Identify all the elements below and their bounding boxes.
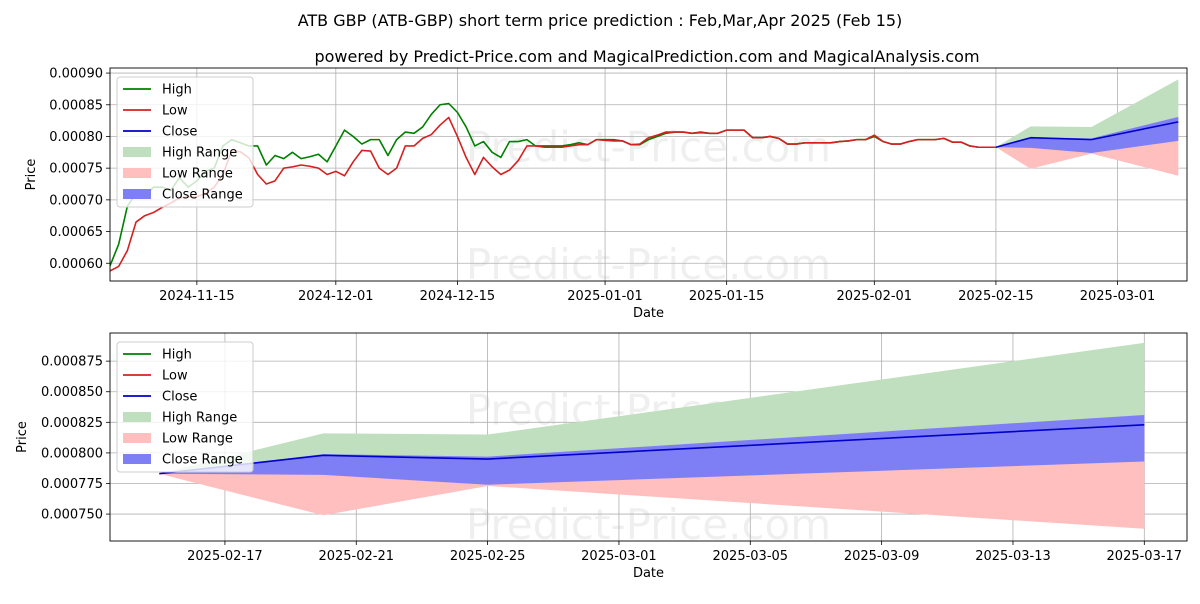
x-axis-label: Date (633, 566, 664, 581)
prediction-chart-figure: ATB GBP (ATB-GBP) short term price predi… (0, 0, 1200, 600)
x-tick-label: 2025-03-01 (1080, 289, 1156, 304)
x-tick-label: 2025-03-09 (844, 549, 920, 564)
y-axis-label: Price (15, 421, 30, 453)
y-tick-label: 0.00075 (49, 162, 103, 177)
legend-label: Low Range (162, 167, 233, 182)
y-tick-label: 0.000750 (41, 508, 103, 523)
bottom-panel: Predict-Price.comPredict-Price.com0.0007… (15, 333, 1187, 581)
legend-label: Close Range (162, 188, 243, 203)
y-tick-label: 0.00080 (49, 130, 103, 145)
x-tick-label: 2025-03-13 (975, 549, 1051, 564)
legend-label: Close (162, 390, 197, 405)
x-axis-label: Date (633, 306, 664, 321)
x-tick-label: 2025-03-01 (581, 549, 657, 564)
legend-label: Low (162, 104, 188, 119)
legend-label: Close (162, 125, 197, 140)
y-tick-label: 0.00070 (49, 193, 103, 208)
legend-label: Close Range (162, 453, 243, 468)
x-tick-label: 2024-12-01 (298, 289, 374, 304)
legend-label: High Range (162, 411, 237, 426)
low-range-legend-swatch (123, 433, 151, 443)
x-tick-label: 2025-01-01 (567, 289, 643, 304)
legend-label: High Range (162, 146, 237, 161)
y-tick-label: 0.00060 (49, 257, 103, 272)
legend-label: Low (162, 369, 188, 384)
x-tick-label: 2025-02-15 (958, 289, 1034, 304)
chart-title: ATB GBP (ATB-GBP) short term price predi… (298, 11, 903, 30)
legend-label: High (162, 83, 192, 98)
y-tick-label: 0.00085 (49, 98, 103, 113)
low-range-legend-swatch (123, 168, 151, 178)
high-range-legend-swatch (123, 412, 151, 422)
x-tick-label: 2024-11-15 (159, 289, 235, 304)
x-tick-label: 2025-02-01 (837, 289, 913, 304)
watermark-text: Predict-Price.com (466, 240, 831, 289)
watermark-text: Predict-Price.com (466, 123, 831, 172)
x-tick-label: 2025-02-25 (450, 549, 526, 564)
legend-label: High (162, 348, 192, 363)
y-tick-label: 0.000775 (41, 477, 103, 492)
top-panel: Predict-Price.com Predict-Price.com 0.0006… (24, 67, 1200, 321)
y-tick-label: 0.000875 (41, 355, 103, 370)
y-axis-label: Price (24, 159, 39, 191)
y-tick-label: 0.000800 (41, 446, 103, 461)
x-tick-label: 2025-02-21 (318, 549, 394, 564)
y-tick-label: 0.000825 (41, 416, 103, 431)
y-tick-label: 0.00065 (49, 225, 103, 240)
x-tick-label: 2025-03-05 (713, 549, 789, 564)
high-range-legend-swatch (123, 147, 151, 157)
y-tick-label: 0.000850 (41, 385, 103, 400)
x-tick-label: 2024-12-15 (420, 289, 496, 304)
y-tick-label: 0.00090 (49, 67, 103, 82)
legend-label: Low Range (162, 432, 233, 447)
x-tick-label: 2025-01-15 (689, 289, 765, 304)
close-range-legend-swatch (123, 189, 151, 199)
chart-subtitle: powered by Predict-Price.com and Magical… (314, 47, 979, 66)
x-tick-label: 2025-03-17 (1107, 549, 1183, 564)
watermark-text: Predict-Price.com (466, 500, 831, 549)
x-tick-label: 2025-02-17 (187, 549, 263, 564)
close-range-legend-swatch (123, 454, 151, 464)
